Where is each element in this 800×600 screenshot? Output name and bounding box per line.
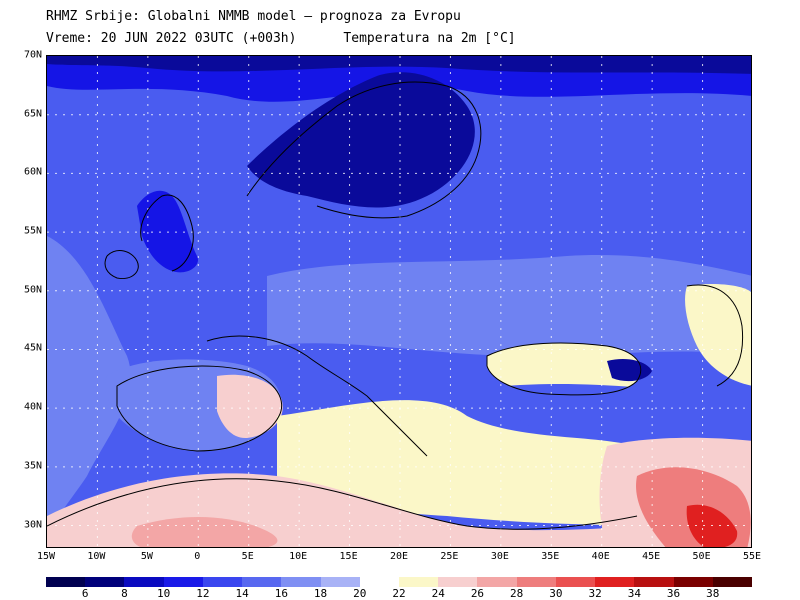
colorbar-label-28: 28 <box>510 587 524 600</box>
coast-great-britain <box>140 194 194 272</box>
lon-label-15E: 15E <box>339 551 358 562</box>
coastlines <box>47 81 744 530</box>
field-anatolia <box>506 384 751 446</box>
colorbar-label-8: 8 <box>121 587 128 600</box>
colorbar-label-34: 34 <box>627 587 641 600</box>
coast-ireland <box>104 250 139 280</box>
lon-label-55E: 55E <box>742 551 762 562</box>
colorbar-label-26: 26 <box>470 587 485 600</box>
colorbar-label-24: 24 <box>431 587 445 600</box>
colorbar-label-20: 20 <box>353 587 367 600</box>
graticule <box>47 56 751 547</box>
colorbar-segment <box>595 577 635 587</box>
field-caucasus <box>607 359 652 382</box>
field-black-sea <box>487 343 641 395</box>
lat-label-70N: 70N <box>23 49 42 61</box>
colorbar-label-36: 36 <box>666 587 681 600</box>
colorbar-segment <box>46 577 86 587</box>
field-sahara-warm <box>131 516 278 547</box>
lat-label-35N: 35N <box>23 460 42 472</box>
lon-label-40E: 40E <box>591 551 610 562</box>
colorbar-segment <box>281 577 322 587</box>
colorbar-segment <box>85 577 125 587</box>
lat-label-40N: 40N <box>23 401 42 413</box>
field-coldest-north <box>47 56 751 74</box>
colorbar-label-16: 16 <box>274 587 288 600</box>
temperature-colorbar <box>46 577 753 587</box>
map-subtitle: Vreme: 20 JUN 2022 03UTC (+003h) Tempera… <box>46 31 516 46</box>
colorbar-label-14: 14 <box>235 587 249 600</box>
temperature-map-svg <box>47 56 751 547</box>
lat-label-55N: 55N <box>23 225 42 237</box>
lon-label-5W: 5W <box>140 551 153 562</box>
colorbar-label-32: 32 <box>588 587 602 600</box>
lon-label-0: 0 <box>194 551 201 562</box>
colorbar-segment <box>438 577 478 587</box>
lon-label-20E: 20E <box>389 551 409 562</box>
coast-france-italy <box>206 335 428 457</box>
colorbar-label-22: 22 <box>392 587 406 600</box>
coast-black-sea <box>486 342 642 396</box>
colorbar-segment <box>399 577 439 587</box>
colorbar-segment <box>477 577 518 587</box>
colorbar-segment <box>516 577 557 587</box>
colorbar-label-30: 30 <box>549 587 563 600</box>
colorbar-segment <box>555 577 596 587</box>
field-atlantic <box>47 236 131 547</box>
lat-label-30N: 30N <box>23 519 42 531</box>
map-title: RHMZ Srbije: Globalni NMMB model — progn… <box>46 9 461 24</box>
temperature-map <box>46 55 752 548</box>
coast-caspian <box>686 284 744 387</box>
lat-label-50N: 50N <box>23 284 42 296</box>
colorbar-label-12: 12 <box>196 587 210 600</box>
colorbar-segment <box>163 577 204 587</box>
lat-label-45N: 45N <box>23 342 42 354</box>
lon-label-5E: 5E <box>241 551 254 562</box>
field-central-europe <box>267 255 751 356</box>
lat-label-65N: 65N <box>23 108 42 120</box>
lon-label-50E: 50E <box>692 551 711 562</box>
field-iberia-warm <box>217 374 283 439</box>
lon-label-45E: 45E <box>642 551 661 562</box>
colorbar-segment <box>712 577 753 587</box>
lon-label-30E: 30E <box>490 551 509 562</box>
colorbar-segment <box>202 577 243 587</box>
coast-north-africa <box>47 478 638 530</box>
colorbar-segment <box>673 577 714 587</box>
colorbar-label-6: 6 <box>81 587 89 600</box>
colorbar-segment <box>359 577 400 587</box>
coast-scandinavia <box>246 81 482 219</box>
lon-label-25E: 25E <box>440 551 459 562</box>
coast-iberia <box>116 365 283 452</box>
colorbar-segment <box>242 577 282 587</box>
lon-label-10E: 10E <box>289 551 308 562</box>
lon-label-35E: 35E <box>541 551 560 562</box>
field-british-isles <box>137 190 198 273</box>
colorbar-segment <box>320 577 361 587</box>
lon-label-15W: 15W <box>36 551 56 562</box>
colorbar-label-38: 38 <box>706 587 720 600</box>
field-caspian-area <box>685 284 751 386</box>
colorbar-segment <box>124 577 165 587</box>
lat-label-60N: 60N <box>23 166 42 178</box>
colorbar-label-18: 18 <box>313 587 328 600</box>
lon-label-10W: 10W <box>87 551 106 562</box>
colorbar-segment <box>634 577 675 587</box>
colorbar-label-10: 10 <box>157 587 171 600</box>
